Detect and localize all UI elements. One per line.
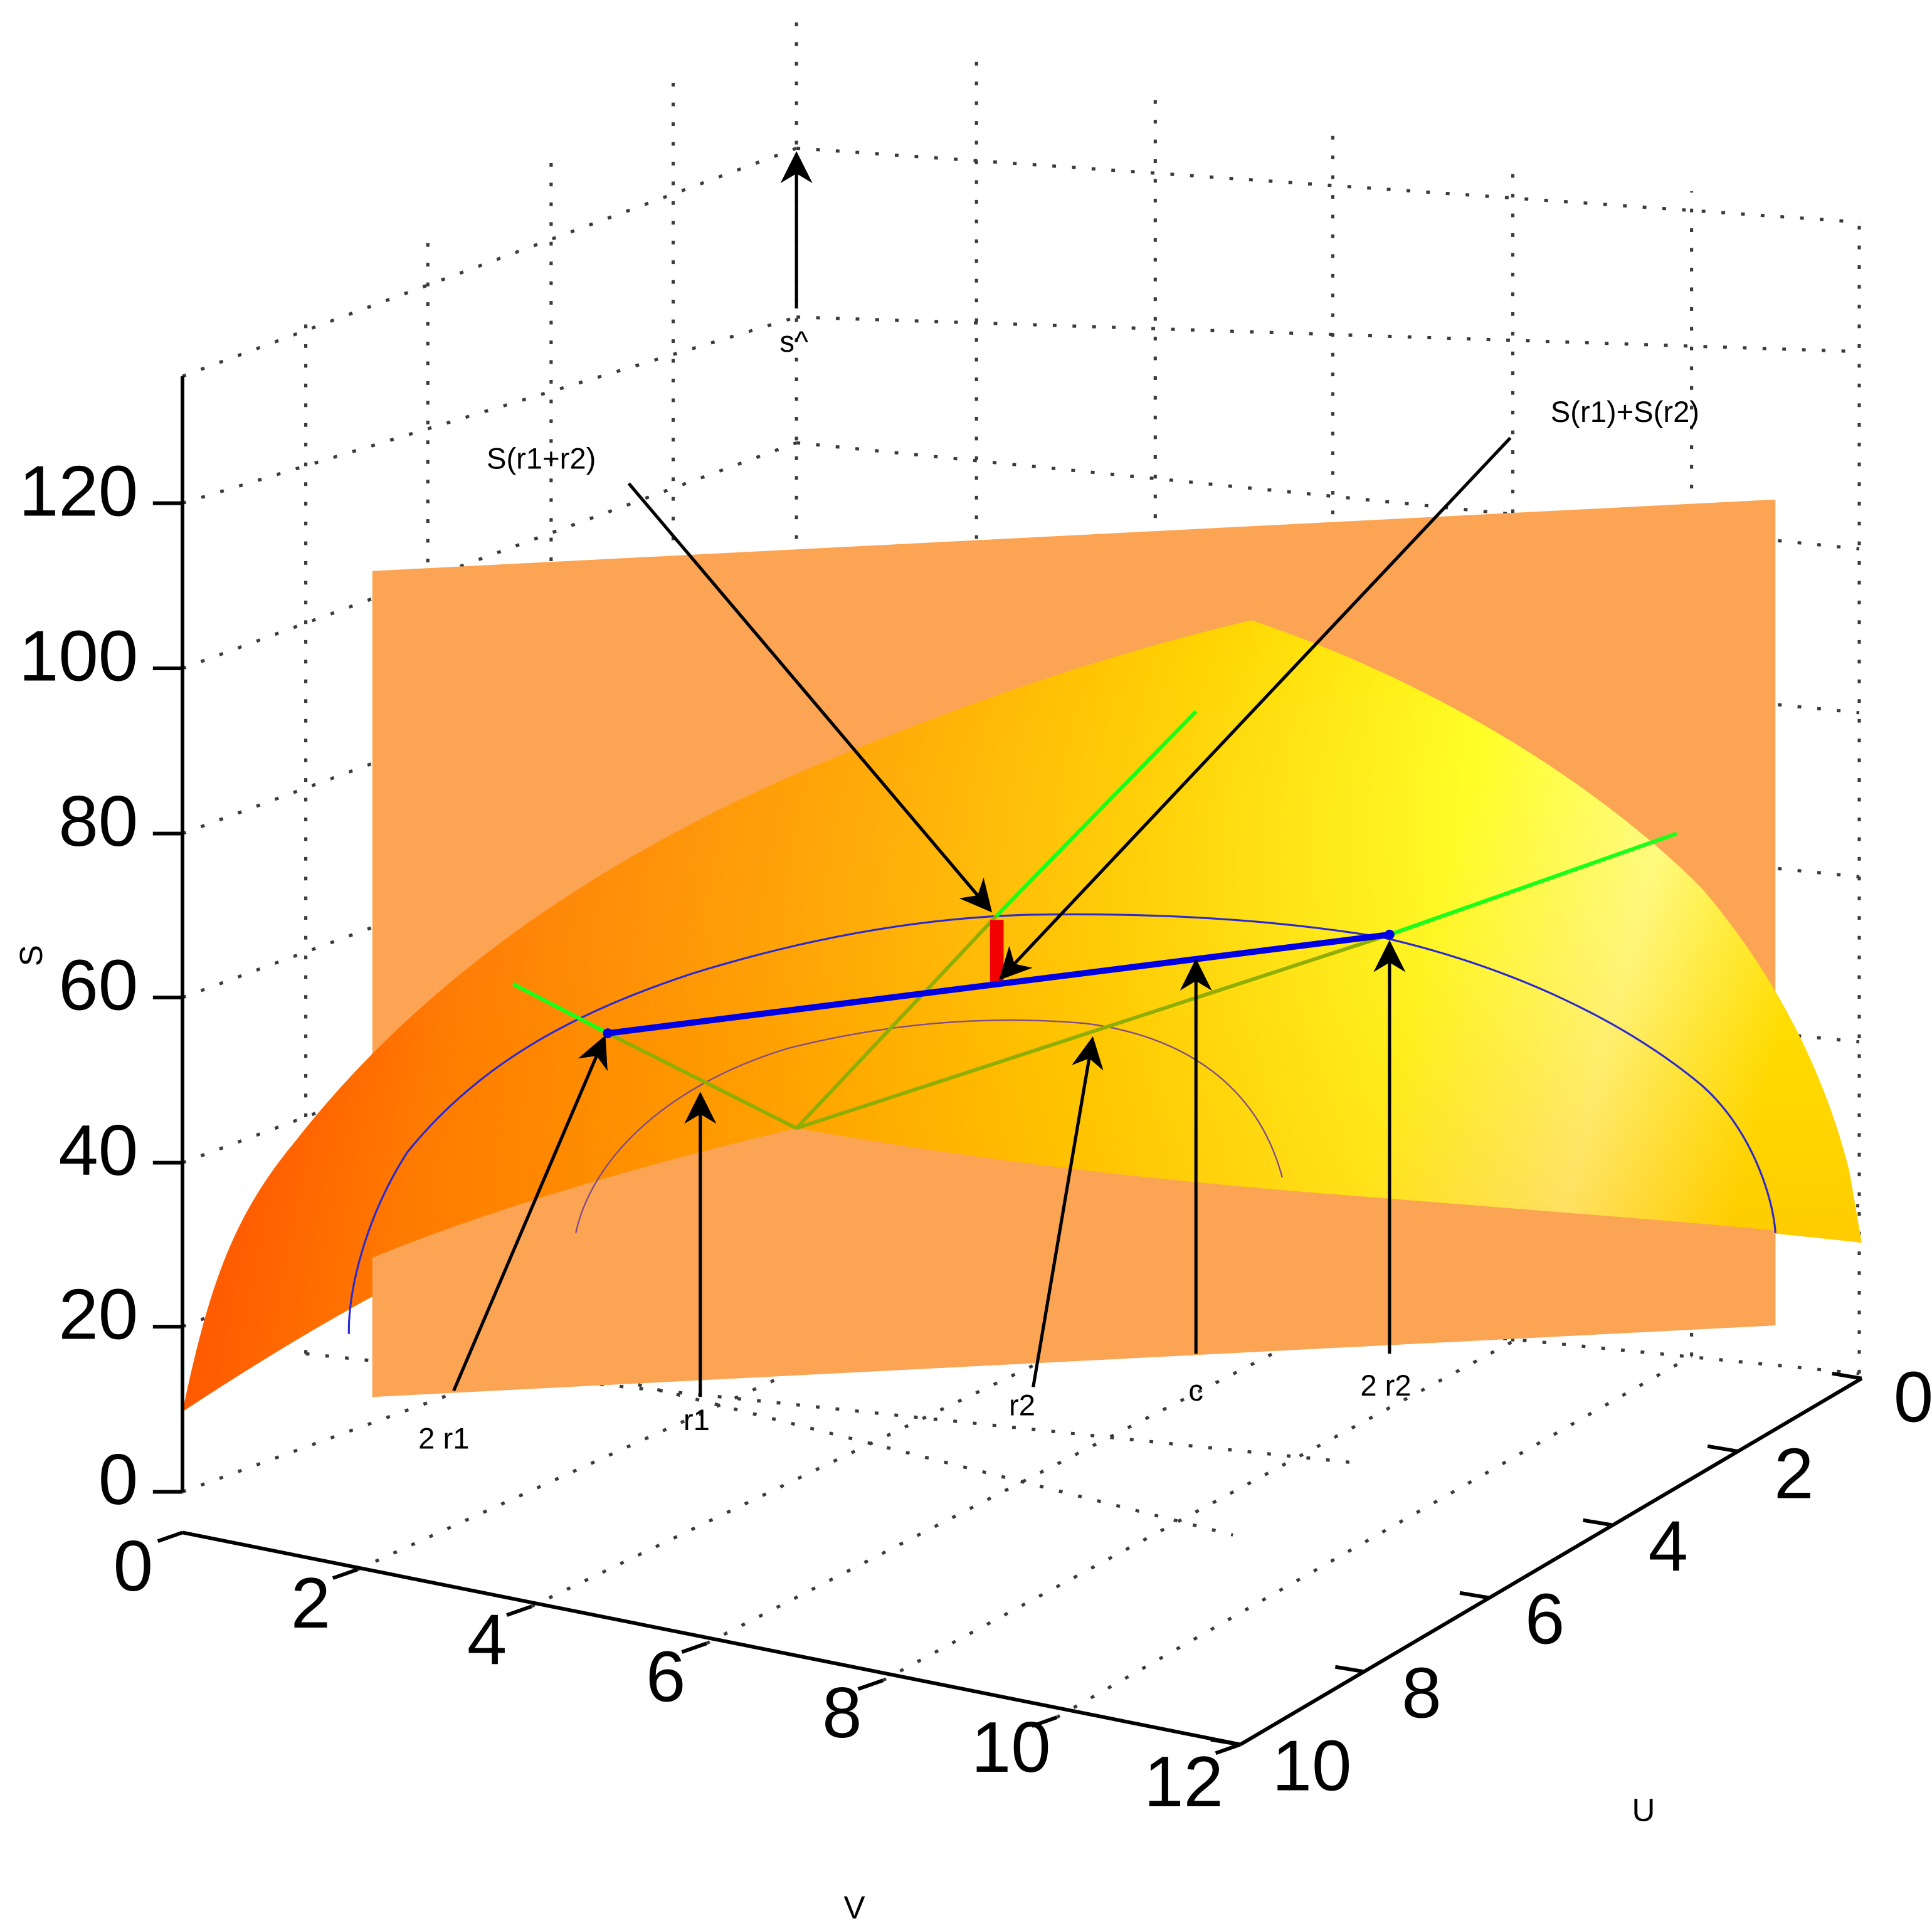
- z-tick-label: 60: [58, 946, 138, 1026]
- label-r2: r2: [1009, 1389, 1035, 1422]
- u-tick-label: 8: [1401, 1653, 1441, 1733]
- v-tick-mark: [1215, 1742, 1241, 1755]
- u-tick-mark: [1832, 1371, 1862, 1381]
- label-sum-of-s: S(r1)+S(r2): [1551, 395, 1699, 428]
- annotation-arrow: [999, 436, 1512, 981]
- u-tick-mark: [1707, 1444, 1738, 1453]
- annotation-arrow: [452, 1035, 608, 1392]
- chord-endpoint: [1385, 929, 1395, 940]
- surface-shading: [182, 620, 1862, 1412]
- z-tick-label: 100: [19, 617, 138, 697]
- ray-line: [795, 915, 998, 1130]
- ray-line: [1388, 831, 1678, 937]
- v-tick-label: 2: [291, 1564, 330, 1643]
- u-tick-mark: [1334, 1665, 1366, 1674]
- u-tick-mark: [1210, 1737, 1241, 1747]
- green-rays: [512, 710, 1678, 1130]
- v-tick-label: 10: [971, 1708, 1051, 1787]
- v-tick-label: 0: [113, 1527, 153, 1606]
- v-tick-mark: [157, 1530, 183, 1543]
- u-tick-label: 6: [1525, 1579, 1565, 1659]
- u-axis-label: U: [1632, 1792, 1655, 1828]
- v-tick-labels: 0 2 4 6 8 10 12: [113, 1527, 1223, 1822]
- annotation-arrows: [452, 436, 1512, 1397]
- z-tick-label: 0: [98, 1440, 138, 1520]
- label-c: c: [1188, 1374, 1203, 1407]
- z-tick-label: 80: [58, 782, 138, 861]
- u-tick-labels: 0 2 4 6 8 10: [1272, 1357, 1932, 1806]
- u-tick-mark: [1459, 1591, 1490, 1600]
- u-tick-label: 10: [1272, 1726, 1352, 1806]
- label-s-of-sum: S(r1+r2): [487, 442, 596, 475]
- grid-line: [796, 315, 1860, 354]
- z-axis-label: S: [13, 945, 49, 966]
- projected-curve: [575, 1019, 1283, 1233]
- u-tick-mark: [1583, 1518, 1613, 1527]
- u-tick-label: 4: [1649, 1507, 1688, 1586]
- grid-line: [182, 146, 798, 378]
- annotation-labels: S(r1+r2) S(r1)+S(r2) 2 r1 r1 r2 c 2 r2: [418, 395, 1699, 1455]
- v-tick-mark: [681, 1641, 707, 1654]
- label-r1: r1: [684, 1403, 710, 1436]
- u-tick-label: 0: [1894, 1357, 1932, 1437]
- u-axis-line: [1239, 1377, 1863, 1747]
- label-2r1: 2 r1: [418, 1422, 469, 1455]
- s-hat-label: s^: [779, 325, 808, 358]
- chord-line: [607, 931, 1390, 1036]
- grid-line: [182, 315, 797, 505]
- v-axis-line: [182, 1530, 1241, 1747]
- z-tick-label: 20: [58, 1275, 138, 1355]
- ray-line: [796, 932, 1390, 1130]
- axes: [152, 376, 1863, 1755]
- v-tick-mark: [857, 1678, 884, 1691]
- grid-line: [1055, 1354, 1692, 1719]
- entropy-surface: [182, 620, 1862, 1412]
- chord-endpoint: [603, 1028, 613, 1038]
- z-tick-label: 40: [58, 1111, 138, 1191]
- annotation-arrow: [627, 482, 993, 913]
- ray-line: [995, 710, 1198, 918]
- plane-front: [372, 1128, 1776, 1397]
- z-tick-label: 120: [19, 451, 138, 531]
- v-tick-mark: [332, 1567, 359, 1580]
- label-2r2: 2 r2: [1360, 1369, 1411, 1402]
- grid-line: [882, 1340, 1514, 1682]
- v-tick-mark: [506, 1604, 532, 1617]
- u-tick-label: 2: [1774, 1434, 1813, 1513]
- v-axis-label: V: [844, 1890, 865, 1925]
- ray-line: [512, 982, 609, 1035]
- v-tick-label: 4: [467, 1601, 507, 1680]
- grid-line: [796, 146, 1860, 224]
- v-tick-label: 12: [1144, 1742, 1223, 1822]
- v-tick-mark: [1031, 1715, 1057, 1728]
- concavity-gap: [990, 920, 1004, 984]
- z-tick-labels: 0 20 40 60 80 100 120: [19, 451, 138, 1520]
- ray-line: [606, 1031, 798, 1130]
- v-tick-label: 8: [822, 1673, 862, 1753]
- intersection-curve: [347, 913, 1776, 1334]
- v-tick-label: 6: [646, 1638, 685, 1717]
- annotation-arrow: [1032, 1036, 1104, 1387]
